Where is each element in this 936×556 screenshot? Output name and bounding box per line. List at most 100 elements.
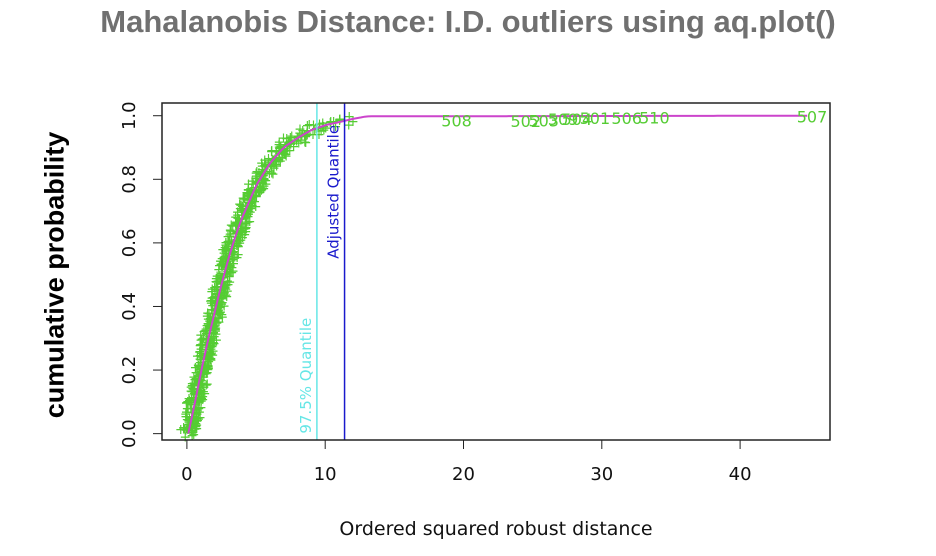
- observation-point: +: [206, 282, 218, 298]
- observation-point: +: [223, 269, 235, 285]
- observation-point: +: [184, 410, 196, 426]
- observation-point: +: [202, 306, 214, 322]
- observation-point: +: [189, 421, 201, 437]
- observation-point: +: [194, 394, 206, 410]
- observation-point: +: [256, 159, 268, 175]
- observation-point: +: [237, 230, 249, 246]
- observation-point: +: [250, 199, 262, 215]
- observation-point: +: [280, 148, 292, 164]
- observation-point: +: [271, 152, 283, 168]
- observation-point: +: [230, 216, 242, 232]
- observation-point: +: [198, 366, 210, 382]
- observation-point: +: [237, 201, 249, 217]
- observation-point: +: [204, 351, 216, 367]
- observation-point: +: [202, 312, 214, 328]
- observation-point: +: [270, 157, 282, 173]
- observation-point: +: [186, 425, 198, 441]
- observation-point: +: [194, 384, 206, 400]
- observation-point: +: [216, 290, 228, 306]
- observation-point: +: [203, 306, 215, 322]
- observation-point: +: [221, 277, 233, 293]
- observation-point: +: [221, 241, 233, 257]
- observation-point: +: [244, 185, 256, 201]
- observation-point: +: [205, 293, 217, 309]
- observation-point: +: [228, 256, 240, 272]
- observation-point: +: [206, 346, 218, 362]
- observation-point: +: [193, 369, 205, 385]
- observation-point: +: [275, 153, 287, 169]
- observation-point: +: [195, 394, 207, 410]
- observation-point: +: [186, 378, 198, 394]
- observation-point: +: [215, 272, 227, 288]
- observation-point: +: [198, 384, 210, 400]
- observation-point: +: [191, 403, 203, 419]
- observation-point: +: [238, 222, 250, 238]
- observation-point: +: [334, 112, 346, 128]
- observation-point: +: [208, 336, 220, 352]
- observation-point: +: [215, 291, 227, 307]
- observation-point: +: [194, 355, 206, 371]
- y-tick-label: 0.4: [119, 292, 140, 321]
- observation-point: +: [197, 392, 209, 408]
- observation-point: +: [200, 351, 212, 367]
- observation-point: +: [217, 310, 229, 326]
- observation-point: +: [194, 352, 206, 368]
- observation-point: +: [211, 279, 223, 295]
- observation-point: +: [237, 191, 249, 207]
- observation-point: +: [225, 223, 237, 239]
- observation-point: +: [196, 346, 208, 362]
- observation-point: +: [232, 211, 244, 227]
- observation-point: +: [320, 121, 332, 137]
- x-tick-label: 30: [590, 464, 613, 485]
- observation-point: +: [253, 185, 265, 201]
- observation-point: +: [250, 175, 262, 191]
- observation-point: +: [187, 424, 199, 440]
- observation-point: +: [300, 128, 312, 144]
- observation-point: +: [258, 173, 270, 189]
- observation-point: +: [233, 225, 245, 241]
- observation-point: +: [208, 335, 220, 351]
- observation-point: +: [189, 372, 201, 388]
- observation-point: +: [206, 331, 218, 347]
- observation-point: +: [190, 419, 202, 435]
- observation-point: +: [244, 214, 256, 230]
- observation-point: +: [219, 278, 231, 294]
- observation-point: +: [195, 337, 207, 353]
- observation-point: +: [220, 267, 232, 283]
- observation-point: +: [236, 217, 248, 233]
- observation-point: +: [253, 165, 265, 181]
- observation-point: +: [189, 410, 201, 426]
- observation-point: +: [227, 252, 239, 268]
- observation-point: +: [257, 162, 269, 178]
- observation-point: +: [194, 344, 206, 360]
- observation-point: +: [324, 115, 336, 131]
- observation-point: +: [285, 130, 297, 146]
- observation-point: +: [193, 358, 205, 374]
- observation-point: +: [212, 274, 224, 290]
- observation-point: +: [193, 401, 205, 417]
- observation-point: +: [260, 157, 272, 173]
- observation-point: +: [302, 118, 314, 134]
- observation-point: +: [231, 234, 243, 250]
- observation-point: +: [220, 266, 232, 282]
- observation-point: +: [247, 189, 259, 205]
- observation-point: +: [194, 338, 206, 354]
- observation-point: +: [267, 167, 279, 183]
- y-tick-label: 0.0: [119, 419, 140, 448]
- observation-point: +: [191, 405, 203, 421]
- observation-point: +: [211, 275, 223, 291]
- observation-point: +: [184, 394, 196, 410]
- observation-point: +: [209, 280, 221, 296]
- observation-point: +: [278, 130, 290, 146]
- observation-point: +: [240, 224, 252, 240]
- observation-point: +: [227, 245, 239, 261]
- observation-point: +: [208, 319, 220, 335]
- observation-point: +: [207, 344, 219, 360]
- observation-point: +: [266, 144, 278, 160]
- observation-point: +: [190, 365, 202, 381]
- observation-point: +: [185, 384, 197, 400]
- observation-point: +: [195, 342, 207, 358]
- observation-point: +: [211, 290, 223, 306]
- observation-point: +: [181, 396, 193, 412]
- observation-point: +: [180, 409, 192, 425]
